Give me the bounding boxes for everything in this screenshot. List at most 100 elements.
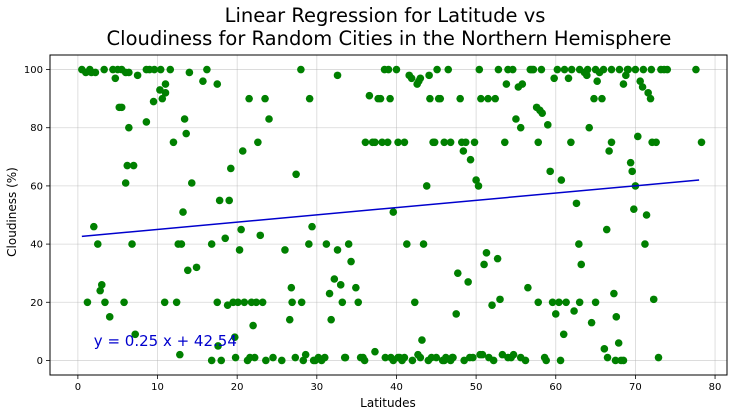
data-point: [610, 289, 618, 298]
data-point: [607, 138, 616, 147]
data-point: [333, 246, 342, 254]
data-point: [131, 330, 140, 339]
data-point: [551, 310, 560, 318]
data-point: [639, 65, 648, 74]
data-point: [285, 315, 294, 324]
data-point: [376, 94, 385, 103]
data-point: [475, 65, 484, 74]
data-point: [180, 115, 189, 123]
data-point: [504, 353, 512, 362]
data-point: [572, 199, 581, 208]
data-point: [599, 65, 608, 74]
data-point: [305, 240, 313, 248]
data-point: [628, 167, 637, 176]
data-point: [516, 123, 525, 132]
data-point: [249, 321, 257, 330]
data-point: [392, 65, 401, 74]
data-point: [207, 240, 216, 248]
data-point: [121, 179, 130, 187]
data-point: [394, 138, 402, 147]
x-tick-label: 80: [709, 382, 722, 393]
data-point: [230, 333, 239, 341]
data-point: [418, 336, 426, 344]
data-point: [508, 65, 517, 74]
data-point: [692, 65, 700, 74]
data-point: [567, 138, 575, 147]
data-point: [149, 97, 158, 106]
data-point: [465, 353, 474, 362]
data-point: [654, 353, 663, 362]
data-point: [630, 205, 638, 213]
data-point: [623, 65, 632, 74]
data-point: [633, 132, 642, 141]
data-point: [600, 345, 609, 353]
data-point: [330, 275, 339, 283]
data-point: [91, 68, 100, 77]
data-point: [245, 94, 253, 103]
data-point: [150, 65, 159, 74]
data-point: [602, 225, 611, 234]
data-point: [575, 240, 583, 248]
data-point: [252, 298, 261, 307]
data-point: [641, 240, 649, 248]
data-point: [408, 356, 417, 365]
data-point: [125, 123, 133, 132]
data-point: [560, 65, 569, 74]
data-point: [488, 301, 496, 309]
data-point: [556, 356, 565, 365]
data-point: [128, 240, 136, 248]
x-tick-label: 10: [151, 382, 164, 393]
data-point: [182, 129, 190, 138]
data-point: [444, 65, 453, 74]
data-point: [160, 298, 169, 307]
data-point: [371, 347, 379, 356]
data-point: [320, 353, 329, 362]
data-point: [534, 298, 543, 307]
data-point: [498, 350, 507, 359]
data-point: [352, 283, 360, 292]
data-point: [292, 170, 300, 179]
data-point: [626, 158, 635, 167]
data-point: [394, 353, 402, 362]
data-point: [585, 123, 594, 132]
data-point: [476, 350, 484, 359]
data-point: [534, 138, 543, 147]
data-point: [453, 269, 462, 277]
data-point: [258, 298, 267, 307]
data-point: [434, 94, 443, 103]
data-point: [250, 353, 259, 362]
data-point: [207, 356, 216, 365]
data-point: [550, 74, 558, 83]
data-point: [496, 295, 504, 304]
data-point: [509, 350, 518, 359]
data-point: [322, 240, 331, 248]
data-point: [622, 71, 630, 80]
data-point: [619, 356, 628, 365]
y-tick-label: 20: [30, 298, 43, 309]
data-point: [647, 65, 656, 74]
data-point: [555, 298, 563, 307]
data-point: [123, 161, 132, 170]
data-point: [446, 138, 455, 147]
data-point: [238, 147, 247, 155]
data-point: [161, 80, 170, 88]
data-point: [603, 353, 612, 362]
data-point: [466, 155, 475, 164]
data-point: [502, 80, 511, 88]
data-point: [663, 65, 672, 74]
data-points: [78, 65, 706, 365]
data-point: [299, 356, 308, 365]
data-point: [129, 161, 138, 170]
data-point: [177, 240, 186, 248]
chart-title-line-2: Cloudiness for Random Cities in the Nort…: [107, 27, 672, 50]
data-point: [308, 222, 316, 231]
y-tick-label: 100: [24, 65, 43, 76]
data-point: [384, 65, 393, 74]
data-point: [383, 138, 392, 147]
y-tick-label: 80: [30, 123, 43, 134]
data-point: [642, 211, 651, 219]
plot-frame: [49, 54, 728, 376]
data-point: [309, 356, 318, 365]
data-point: [291, 353, 300, 362]
data-point: [516, 353, 525, 362]
